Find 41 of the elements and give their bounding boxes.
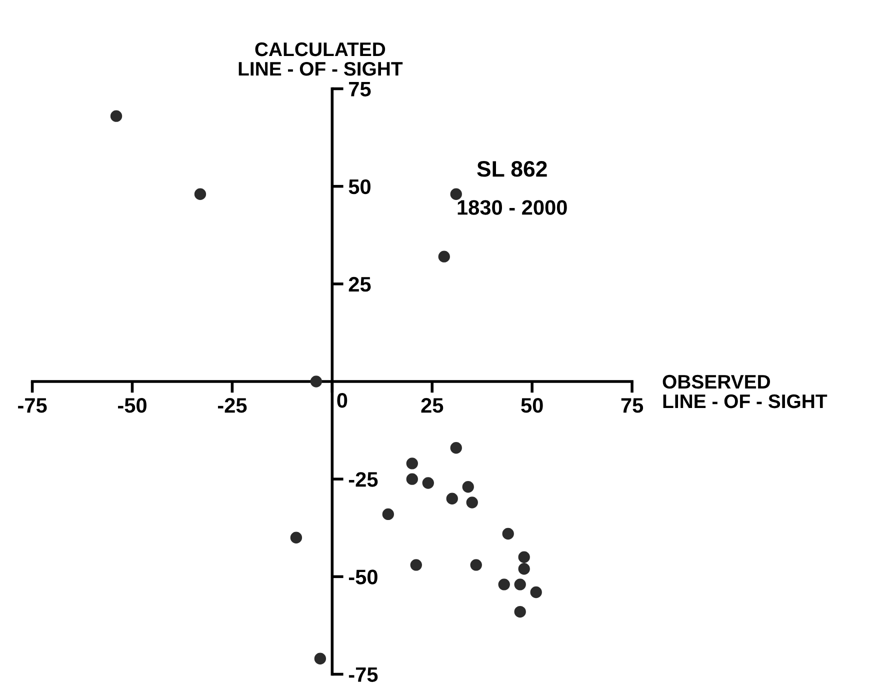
y-tick-label: 50 (348, 179, 370, 194)
x-tick-label: -50 (118, 398, 146, 413)
point (514, 606, 526, 618)
y-tick-label: -75 (348, 667, 378, 682)
point (314, 652, 326, 664)
point (310, 376, 322, 388)
point (470, 559, 482, 571)
annotation: 1830 - 2000 (458, 200, 567, 215)
point (502, 528, 514, 540)
point (462, 481, 474, 493)
point (438, 250, 450, 262)
point (514, 578, 526, 590)
y-tick-label: 75 (349, 82, 371, 97)
x-tick-label: -25 (218, 398, 247, 413)
point (498, 578, 510, 590)
point (446, 492, 458, 504)
point (382, 508, 394, 520)
point (410, 559, 422, 571)
point (530, 586, 542, 598)
point (422, 477, 434, 489)
y-axis-title: CALCULATED LINE - OF - SIGHT (238, 42, 403, 76)
x-axis-title: OBSERVED LINE - OF - SIGHT (662, 374, 828, 408)
point (110, 110, 122, 122)
y-tick-label: -25 (348, 472, 378, 487)
point (194, 188, 206, 200)
y-tick-label: -50 (348, 570, 378, 584)
point (518, 563, 530, 575)
x-tick-label: 0 (337, 393, 348, 408)
point (406, 473, 418, 485)
point (518, 551, 530, 563)
x-tick-label: 25 (421, 398, 444, 413)
y-tick-label: 25 (348, 276, 371, 292)
x-tick-label: -75 (18, 398, 47, 413)
point (466, 496, 478, 508)
point (450, 188, 462, 200)
annotation: SL 862 (477, 161, 547, 177)
point (450, 442, 462, 454)
point (406, 458, 418, 470)
x-tick-label: 50 (521, 398, 543, 413)
point (290, 532, 302, 544)
x-tick-label: 75 (621, 398, 644, 413)
